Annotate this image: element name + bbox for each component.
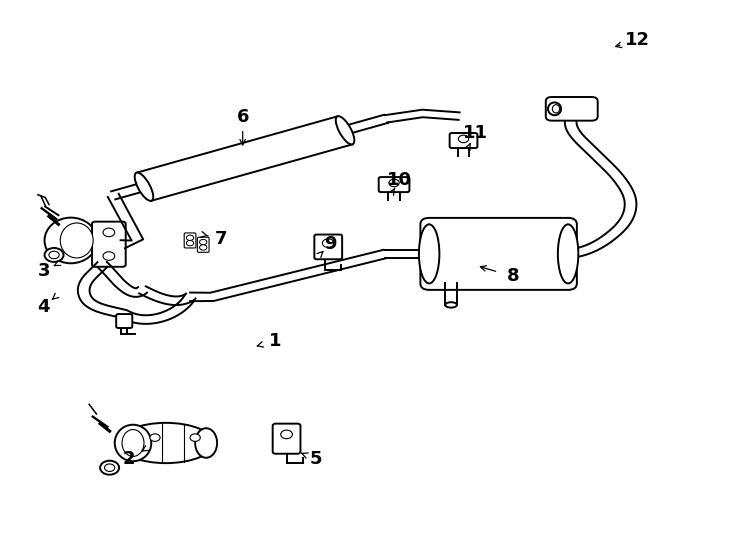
- FancyBboxPatch shape: [450, 133, 477, 148]
- Text: 6: 6: [236, 108, 249, 126]
- Circle shape: [45, 248, 64, 262]
- Ellipse shape: [553, 105, 560, 113]
- Polygon shape: [137, 116, 352, 201]
- Circle shape: [200, 245, 207, 250]
- Circle shape: [103, 252, 115, 260]
- FancyBboxPatch shape: [116, 314, 132, 328]
- Ellipse shape: [548, 103, 561, 115]
- Circle shape: [389, 179, 399, 187]
- Ellipse shape: [60, 223, 93, 258]
- Circle shape: [322, 239, 334, 247]
- FancyBboxPatch shape: [272, 424, 300, 454]
- Circle shape: [150, 434, 160, 441]
- FancyBboxPatch shape: [184, 233, 196, 248]
- FancyBboxPatch shape: [546, 97, 597, 120]
- FancyBboxPatch shape: [379, 177, 410, 192]
- Text: 7: 7: [214, 230, 227, 248]
- Circle shape: [100, 461, 119, 475]
- Circle shape: [104, 464, 115, 471]
- FancyBboxPatch shape: [92, 221, 126, 267]
- Ellipse shape: [195, 428, 217, 458]
- Text: 3: 3: [37, 262, 50, 280]
- Circle shape: [49, 251, 59, 259]
- Text: 2: 2: [123, 450, 136, 468]
- Text: 11: 11: [462, 124, 487, 142]
- Ellipse shape: [335, 116, 355, 145]
- Text: 8: 8: [507, 267, 520, 286]
- Ellipse shape: [558, 224, 578, 284]
- Circle shape: [459, 135, 468, 143]
- Circle shape: [103, 228, 115, 237]
- Text: 10: 10: [388, 171, 413, 189]
- Ellipse shape: [419, 224, 440, 284]
- FancyBboxPatch shape: [314, 234, 342, 259]
- Circle shape: [200, 239, 207, 245]
- Text: 12: 12: [625, 31, 650, 49]
- Ellipse shape: [446, 302, 457, 308]
- Ellipse shape: [115, 425, 151, 461]
- Text: 4: 4: [37, 298, 50, 315]
- Circle shape: [280, 430, 292, 438]
- Ellipse shape: [122, 429, 144, 456]
- FancyBboxPatch shape: [421, 218, 577, 290]
- Circle shape: [190, 434, 200, 441]
- FancyBboxPatch shape: [197, 237, 209, 252]
- Text: 9: 9: [324, 235, 337, 253]
- Text: 5: 5: [310, 450, 322, 468]
- Ellipse shape: [45, 218, 97, 264]
- Circle shape: [186, 235, 194, 240]
- Ellipse shape: [118, 423, 214, 463]
- Circle shape: [186, 240, 194, 246]
- Ellipse shape: [135, 173, 153, 201]
- Text: 1: 1: [269, 332, 282, 350]
